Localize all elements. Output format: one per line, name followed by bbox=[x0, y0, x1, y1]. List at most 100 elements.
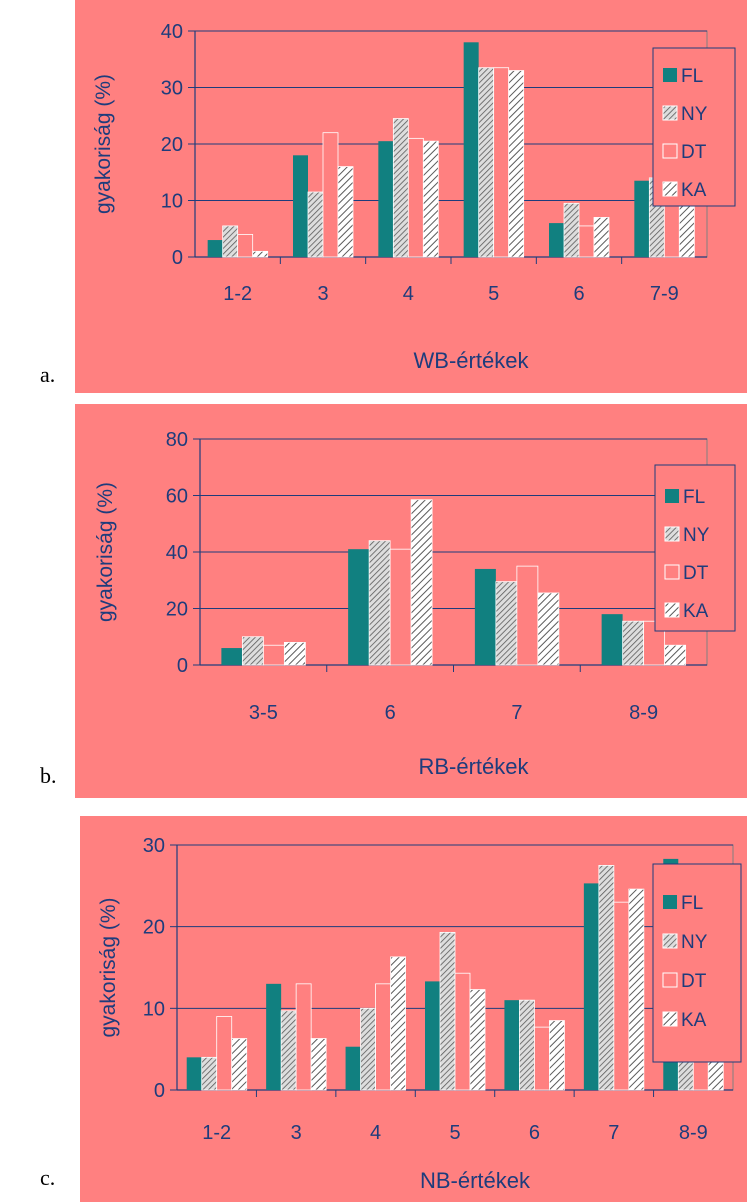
legend-swatch-dt bbox=[662, 143, 678, 159]
bar-dt-1-2 bbox=[237, 233, 254, 258]
legend-swatch-fl bbox=[665, 489, 679, 503]
bar-ny-1-2 bbox=[201, 1056, 218, 1091]
bar-fl-7 bbox=[583, 883, 599, 1090]
bar-ka-6 bbox=[410, 499, 433, 666]
bar-fl-6 bbox=[348, 549, 370, 665]
bar-dt-6 bbox=[534, 1026, 550, 1091]
chart-a-svg: 0 10 20 30 40 1-2 3 4 5 6 7-9 gyakoriság (%) WB-érté… bbox=[92, 21, 736, 373]
bar-fl-1-2 bbox=[207, 240, 223, 257]
y-tick-label: 30 bbox=[143, 835, 165, 857]
chart-panel-a: 0 10 20 30 40 1-2 3 4 5 6 7-9 gyakoriság (%) WB-érté… bbox=[75, 0, 747, 393]
legend-swatch-ny bbox=[662, 105, 678, 121]
y-axis-label: gyakoriság (%) bbox=[97, 897, 120, 1037]
legend-label-dt: DT bbox=[681, 971, 707, 992]
bar-fl-5 bbox=[425, 981, 440, 1090]
x-tick-label: 3 bbox=[317, 283, 328, 305]
y-axis-label: gyakoriság (%) bbox=[92, 74, 115, 214]
y-tick-label: 0 bbox=[154, 1080, 165, 1102]
legend-label-ka: KA bbox=[681, 180, 707, 201]
bar-dt-5 bbox=[454, 972, 471, 1091]
bar-dt-4 bbox=[407, 137, 424, 258]
bar-ny-3-5 bbox=[241, 636, 264, 666]
bar-fl-4 bbox=[345, 1046, 361, 1090]
panel-label-c: c. bbox=[40, 1165, 56, 1190]
bar-fl-4 bbox=[378, 141, 394, 257]
x-tick-label: 4 bbox=[370, 1122, 381, 1144]
bar-ka-6 bbox=[593, 217, 610, 258]
bar-ny-6 bbox=[519, 999, 535, 1091]
chart-panel-b: 0 20 40 60 80 3-5 6 7 8-9 gyakoriság (%) RB-értéke… bbox=[75, 404, 747, 798]
bar-dt-1-2 bbox=[216, 1016, 233, 1091]
x-tick-label: 8-9 bbox=[679, 1122, 708, 1144]
bar-ka-5 bbox=[469, 989, 486, 1091]
y-tick-label: 40 bbox=[166, 542, 188, 564]
bar-fl-6 bbox=[504, 1000, 520, 1090]
bar-ny-6 bbox=[368, 540, 391, 666]
legend-swatch-ka bbox=[662, 181, 678, 197]
bar-fl-8-9 bbox=[601, 614, 623, 665]
bar-dt-4 bbox=[375, 983, 391, 1091]
panel-label-a: a. bbox=[40, 362, 56, 387]
bar-fl-5 bbox=[463, 42, 479, 257]
bar-ka-4 bbox=[422, 140, 439, 258]
x-tick-label: 6 bbox=[573, 283, 584, 305]
bar-ny-5 bbox=[478, 67, 495, 258]
chart-b-svg: 0 20 40 60 80 3-5 6 7 8-9 gyakoriság (%) RB-értéke… bbox=[94, 429, 736, 779]
bar-ny-7 bbox=[495, 581, 518, 666]
legend-label-fl: FL bbox=[681, 893, 703, 914]
bar-ka-1-2 bbox=[252, 250, 269, 258]
x-tick-label: 4 bbox=[403, 283, 414, 305]
legend-label-ny: NY bbox=[681, 932, 708, 953]
x-tick-label: 3-5 bbox=[249, 702, 278, 724]
bar-ka-3 bbox=[337, 166, 354, 258]
legend-swatch-ny bbox=[664, 526, 680, 542]
legend-label-ny: NY bbox=[681, 104, 708, 125]
x-axis-label: RB-értékek bbox=[418, 754, 529, 779]
legend-swatch-ka bbox=[664, 602, 680, 618]
legend-label-fl: FL bbox=[681, 66, 703, 87]
bar-fl-7-9 bbox=[634, 180, 650, 257]
y-axis-label: gyakoriság (%) bbox=[94, 482, 117, 622]
bar-ka-7 bbox=[537, 592, 560, 666]
y-tick-label: 30 bbox=[161, 78, 183, 100]
bar-ka-3-5 bbox=[283, 641, 306, 666]
y-tick-label: 40 bbox=[161, 21, 183, 43]
bar-ny-7 bbox=[598, 865, 615, 1091]
x-tick-label: 6 bbox=[529, 1122, 540, 1144]
bar-ny-4 bbox=[360, 1007, 376, 1091]
bar-dt-3 bbox=[295, 983, 312, 1091]
x-axis-label: WB-értékek bbox=[414, 348, 530, 373]
bar-ka-4 bbox=[390, 956, 406, 1091]
bar-ka-3 bbox=[310, 1038, 327, 1091]
bar-fl-6 bbox=[549, 223, 564, 257]
bar-ny-4 bbox=[392, 118, 409, 258]
y-tick-label: 20 bbox=[166, 599, 188, 621]
bar-ka-6 bbox=[549, 1020, 565, 1091]
bar-ny-3 bbox=[307, 191, 324, 258]
bar-ny-3 bbox=[280, 1010, 297, 1091]
bar-ka-1-2 bbox=[231, 1038, 248, 1091]
y-tick-label: 60 bbox=[166, 486, 188, 508]
x-tick-label: 5 bbox=[449, 1122, 460, 1144]
bar-dt-3 bbox=[322, 132, 339, 258]
y-tick-label: 0 bbox=[172, 247, 183, 269]
legend-label-ka: KA bbox=[683, 601, 709, 622]
bar-dt-5 bbox=[493, 67, 510, 258]
x-axis-label: NB-értékek bbox=[420, 1168, 531, 1193]
bar-fl-7 bbox=[474, 568, 496, 665]
x-tick-label: 5 bbox=[488, 283, 499, 305]
legend-label-ka: KA bbox=[681, 1010, 707, 1031]
legend-swatch-dt bbox=[664, 564, 680, 580]
bar-ny-1-2 bbox=[222, 225, 239, 258]
bar-ka-7 bbox=[628, 888, 645, 1091]
legend-label-dt: DT bbox=[681, 142, 707, 163]
y-tick-label: 80 bbox=[166, 429, 188, 451]
legend-swatch-ka bbox=[662, 1011, 678, 1027]
x-tick-label: 6 bbox=[385, 702, 396, 724]
legend-box bbox=[652, 863, 742, 1063]
bar-ka-8-9 bbox=[664, 644, 687, 666]
bar-dt-6 bbox=[578, 225, 595, 258]
legend-swatch-dt bbox=[662, 972, 678, 988]
bar-ny-8-9 bbox=[622, 620, 645, 666]
x-tick-label: 7 bbox=[608, 1122, 619, 1144]
